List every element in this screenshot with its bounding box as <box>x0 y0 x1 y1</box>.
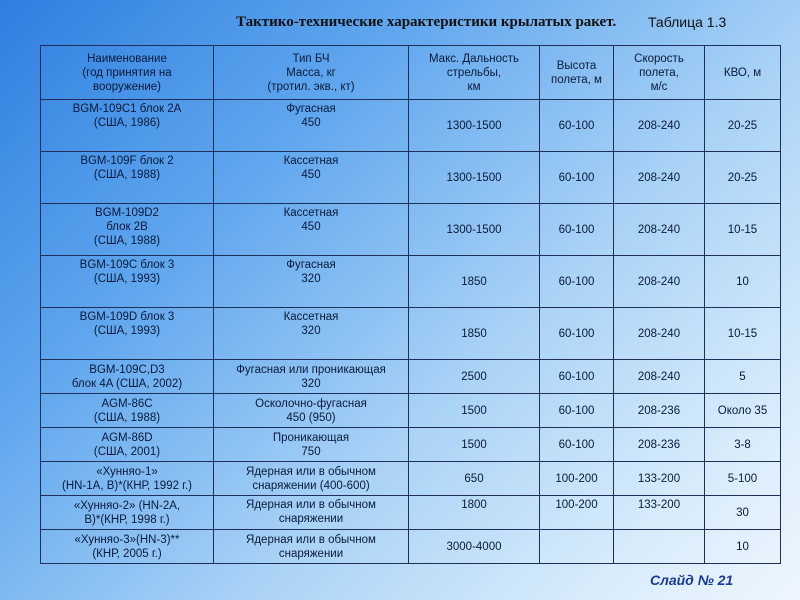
table-cell: 208-240 <box>613 99 705 152</box>
table-cell: AGM-86C (США, 1988) <box>40 393 214 428</box>
table-cell: 30 <box>704 495 781 530</box>
table-cell: Фугасная или проникающая 320 <box>213 359 409 394</box>
table-cell: 133-200 <box>613 461 705 496</box>
table-cell: 100-200 <box>539 495 614 530</box>
table-cell: 60-100 <box>539 393 614 428</box>
table-row: BGM-109D2 блок 2B (США, 1988) Кассетная … <box>40 203 781 256</box>
table-cell: Осколочно-фугасная 450 (950) <box>213 393 409 428</box>
table-cell: BGM-109D блок 3 (США, 1993) <box>40 307 214 360</box>
table-cell: 3-8 <box>704 427 781 462</box>
table-cell: 10-15 <box>704 203 781 256</box>
table-cell: 133-200 <box>613 495 705 530</box>
table-cell: 208-236 <box>613 393 705 428</box>
table-cell: BGM-109F блок 2 (США, 1988) <box>40 151 214 204</box>
table-cell: «Хунняо-2» (HN-2A, B)*(КНР, 1998 г.) <box>40 495 214 530</box>
table-cell: 5-100 <box>704 461 781 496</box>
table-cell: 208-240 <box>613 307 705 360</box>
table-row: BGM-109F блок 2 (США, 1988) Кассетная 45… <box>40 151 781 204</box>
table-row: «Хунняо-2» (HN-2A, B)*(КНР, 1998 г.) Яде… <box>40 495 781 530</box>
table-cell: Кассетная 320 <box>213 307 409 360</box>
table-row: AGM-86C (США, 1988) Осколочно-фугасная 4… <box>40 393 781 428</box>
column-header: КВО, м <box>704 45 781 100</box>
table-label: Таблица 1.3 <box>648 14 727 30</box>
table-cell <box>613 529 705 564</box>
table-cell: 20-25 <box>704 99 781 152</box>
column-header: Тип БЧ Масса, кг (тротил. экв., кт) <box>213 45 409 100</box>
table-cell: 60-100 <box>539 99 614 152</box>
table-cell: Ядерная или в обычном снаряжении <box>213 529 409 564</box>
table-cell <box>539 529 614 564</box>
table-cell: «Хунняо-3»(HN-3)** (КНР, 2005 г.) <box>40 529 214 564</box>
column-header: Наименование (год принятия на вооружение… <box>40 45 214 100</box>
table-cell: BGM-109D2 блок 2B (США, 1988) <box>40 203 214 256</box>
table-cell: 10 <box>704 529 781 564</box>
table-cell: Около 35 <box>704 393 781 428</box>
table-cell: «Хунняо-1» (HN-1A, B)*(КНР, 1992 г.) <box>40 461 214 496</box>
table-cell: 1800 <box>408 495 540 530</box>
page-title: Тактико-технические характеристики крыла… <box>236 14 617 30</box>
table-cell: Ядерная или в обычном снаряжении <box>213 495 409 530</box>
title-row: Тактико-технические характеристики крыла… <box>0 14 800 36</box>
table-cell: 208-240 <box>613 203 705 256</box>
table-cell: 2500 <box>408 359 540 394</box>
table-cell: 20-25 <box>704 151 781 204</box>
table-header-row: Наименование (год принятия на вооружение… <box>40 45 781 100</box>
table-cell: 60-100 <box>539 307 614 360</box>
table-cell: 208-240 <box>613 359 705 394</box>
table-cell: 60-100 <box>539 255 614 308</box>
table-cell: 208-236 <box>613 427 705 462</box>
table-cell: AGM-86D (США, 2001) <box>40 427 214 462</box>
table-row: BGM-109C,D3 блок 4A (США, 2002) Фугасная… <box>40 359 781 394</box>
table-cell: 5 <box>704 359 781 394</box>
table-cell: Фугасная 450 <box>213 99 409 152</box>
table-cell: 208-240 <box>613 255 705 308</box>
table-row: BGM-109C блок 3 (США, 1993) Фугасная 320… <box>40 255 781 308</box>
table-cell: 1500 <box>408 427 540 462</box>
column-header: Высота полета, м <box>539 45 614 100</box>
table-cell: BGM-109C1 блок 2A (США, 1986) <box>40 99 214 152</box>
table-cell: 1850 <box>408 307 540 360</box>
table-cell: 10-15 <box>704 307 781 360</box>
table-cell: 1850 <box>408 255 540 308</box>
table-cell: 10 <box>704 255 781 308</box>
table-cell: 1300-1500 <box>408 203 540 256</box>
table-cell: Кассетная 450 <box>213 151 409 204</box>
table-cell: 650 <box>408 461 540 496</box>
table-row: «Хунняо-1» (HN-1A, B)*(КНР, 1992 г.) Яде… <box>40 461 781 496</box>
table-cell: Ядерная или в обычном снаряжении (400-60… <box>213 461 409 496</box>
table-cell: 60-100 <box>539 203 614 256</box>
table-cell: Кассетная 450 <box>213 203 409 256</box>
table-row: BGM-109D блок 3 (США, 1993) Кассетная 32… <box>40 307 781 360</box>
table-row: «Хунняо-3»(HN-3)** (КНР, 2005 г.) Ядерна… <box>40 529 781 564</box>
table-cell: Проникающая 750 <box>213 427 409 462</box>
table-cell: 60-100 <box>539 151 614 204</box>
column-header: Скорость полета, м/с <box>613 45 705 100</box>
characteristics-table: Наименование (год принятия на вооружение… <box>40 45 781 564</box>
column-header: Макс. Дальность стрельбы, км <box>408 45 540 100</box>
table-row: AGM-86D (США, 2001) Проникающая 750 1500… <box>40 427 781 462</box>
table-cell: 60-100 <box>539 427 614 462</box>
table-cell: BGM-109C,D3 блок 4A (США, 2002) <box>40 359 214 394</box>
table-cell: 100-200 <box>539 461 614 496</box>
table-cell: 1300-1500 <box>408 99 540 152</box>
table-cell: 60-100 <box>539 359 614 394</box>
table-cell: BGM-109C блок 3 (США, 1993) <box>40 255 214 308</box>
slide-number: Слайд № 21 <box>650 572 734 588</box>
table-cell: 1500 <box>408 393 540 428</box>
table-cell: 208-240 <box>613 151 705 204</box>
table-cell: 3000-4000 <box>408 529 540 564</box>
table-cell: 1300-1500 <box>408 151 540 204</box>
table-row: BGM-109C1 блок 2A (США, 1986) Фугасная 4… <box>40 99 781 152</box>
table-cell: Фугасная 320 <box>213 255 409 308</box>
